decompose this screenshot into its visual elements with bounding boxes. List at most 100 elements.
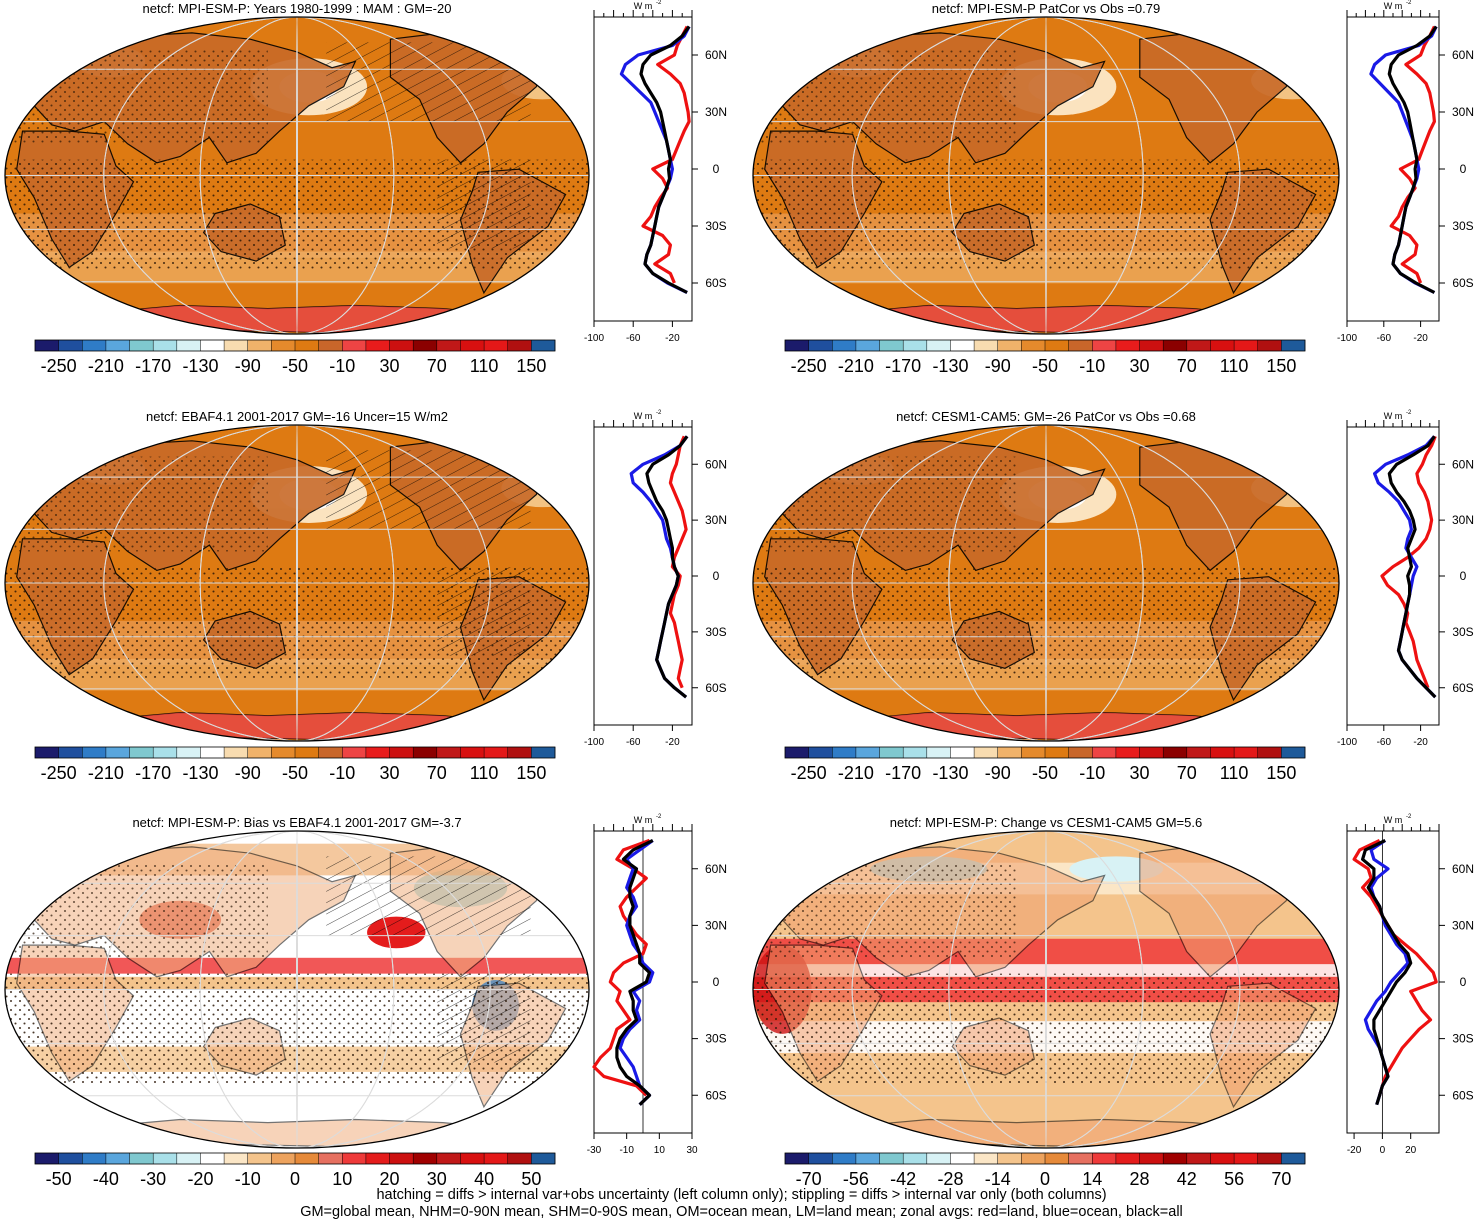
meridian-line xyxy=(296,831,298,1148)
zonal-unit-label: W m xyxy=(634,815,653,825)
zonal-lat-label: 0 xyxy=(1460,162,1467,176)
zonal-x-tick-label: 30 xyxy=(686,1145,698,1156)
meridian-line xyxy=(199,425,395,741)
panel-title: netcf: CESM1-CAM5: GM=-26 PatCor vs Obs … xyxy=(896,409,1196,424)
colorbar-swatch xyxy=(153,340,178,351)
colorbar-swatch xyxy=(1281,747,1306,758)
map-field xyxy=(5,17,589,334)
zonal-lat-label: 30N xyxy=(705,513,727,527)
zonal-lat-label: 30S xyxy=(705,219,726,233)
zonal-series-ocean xyxy=(618,839,655,1106)
colorbar-swatch xyxy=(903,340,928,351)
colorbar-tick-label: -50 xyxy=(282,763,308,783)
colorbar-tick-label: 110 xyxy=(1220,763,1249,783)
meridian-line xyxy=(103,425,491,741)
footer-note-legend: GM=global mean, NHM=0-90N mean, SHM=0-90… xyxy=(300,1204,1183,1220)
zonal-unit-exponent: -2 xyxy=(656,814,662,820)
graticule xyxy=(5,831,589,1148)
graticule xyxy=(5,17,589,334)
colorbar-swatch xyxy=(271,747,296,758)
colorbar-tick-label: 110 xyxy=(470,356,499,376)
zonal-series-land xyxy=(1352,838,1438,1096)
colorbar-swatch xyxy=(507,340,532,351)
colorbar-swatch xyxy=(950,747,975,758)
colorbar-swatch xyxy=(531,340,556,351)
zonal-lat-label: 30N xyxy=(1452,513,1474,527)
colorbar-swatch xyxy=(1092,340,1117,351)
zonal-x-tick-label: -20 xyxy=(665,333,680,344)
zonal-lat-label: 60S xyxy=(705,681,726,695)
colorbar-swatch xyxy=(1186,340,1211,351)
zonal-lat-label: 60S xyxy=(705,276,726,290)
colorbar-swatch xyxy=(342,340,367,351)
colorbar-swatch xyxy=(1139,747,1164,758)
zonal-x-tick-label: 10 xyxy=(654,1145,666,1156)
coast-antarctica xyxy=(109,1118,508,1148)
colorbar-swatch xyxy=(365,747,390,758)
colorbar-swatch xyxy=(1068,340,1093,351)
colorbar-swatch xyxy=(507,747,532,758)
colorbar-mpi-climatology: -250 -210 -170 -130 -90 -50 -10 30 70 110 150 xyxy=(34,339,556,376)
antarctic-red-fringe xyxy=(858,712,1257,740)
meridian-line xyxy=(199,17,395,334)
coast-antarctica xyxy=(858,1118,1258,1148)
colorbar-swatch xyxy=(1186,747,1211,758)
colorbar-swatch xyxy=(1115,1153,1140,1164)
colorbar-mpi-patcor: -250 -210 -170 -130 -90 -50 -10 30 70 110 150 xyxy=(784,339,1306,376)
antarctic-red-fringe xyxy=(110,305,508,333)
colorbar-tick-label: 150 xyxy=(516,356,546,376)
zonal-x-tick-label: -60 xyxy=(1377,737,1392,748)
colorbar-swatch xyxy=(1068,747,1093,758)
hatching-south-america xyxy=(437,159,531,249)
zonal-mpi-patcor: W m -2 -100 -60 -20 60N 30N 0 30S 60S xyxy=(1337,0,1474,344)
zonal-series-ocean xyxy=(629,435,689,699)
colorbar-swatch xyxy=(1139,1153,1164,1164)
colorbar-swatch xyxy=(176,1153,201,1164)
zonal-lat-label: 30S xyxy=(705,1032,726,1046)
zonal-lat-label: 30S xyxy=(1452,625,1473,639)
hatching-north-pacific xyxy=(326,450,531,530)
colorbar-swatch xyxy=(1234,340,1259,351)
zonal-unit-label: W m xyxy=(1384,411,1403,421)
colorbar-swatch xyxy=(507,1153,532,1164)
zonal-mpi-climatology: W m -2 -100 -60 -20 60N 30N 0 30S 60S xyxy=(584,0,727,344)
colorbar-tick-label: -50 xyxy=(282,356,308,376)
zonal-lat-label: 0 xyxy=(713,162,720,176)
colorbar-tick-label: 30 xyxy=(1130,356,1150,376)
colorbar-swatch xyxy=(997,340,1022,351)
zonal-cesm-climatology: W m -2 -100 -60 -20 60N 30N 0 30S 60S xyxy=(1337,410,1474,748)
colorbar-tick-label: 56 xyxy=(1224,1169,1244,1189)
colorbar-swatch xyxy=(460,1153,485,1164)
colorbar-tick-label: 30 xyxy=(1130,763,1150,783)
zonal-lat-label: 30N xyxy=(705,918,727,932)
graticule xyxy=(753,425,1339,741)
zonal-series-ocean xyxy=(1369,25,1438,294)
colorbar-swatch xyxy=(224,1153,249,1164)
colorbar-tick-label: -210 xyxy=(88,763,124,783)
zonal-x-tick-label: -20 xyxy=(1413,333,1428,344)
colorbar-swatch xyxy=(974,1153,999,1164)
footer-note-hatching: hatching = diffs > internal var+obs unce… xyxy=(376,1187,1107,1203)
meridian-line xyxy=(103,17,491,334)
meridian-line xyxy=(103,831,491,1148)
colorbar-swatch xyxy=(105,340,130,351)
colorbar-tick-label: 10 xyxy=(332,1169,352,1189)
zonal-lat-label: 0 xyxy=(1460,975,1467,989)
map-field xyxy=(753,17,1339,334)
map-cesm-climatology xyxy=(752,424,1340,742)
colorbar-tick-label: 70 xyxy=(427,763,447,783)
colorbar-tick-label: 150 xyxy=(516,763,546,783)
zonal-series-land xyxy=(592,838,651,1097)
map-mpi-bias xyxy=(4,830,590,1149)
colorbar-tick-label: 20 xyxy=(380,1169,400,1189)
map-border xyxy=(752,424,1340,742)
colorbar-tick-label: 0 xyxy=(290,1169,300,1189)
zonal-lat-label: 60S xyxy=(1452,1088,1473,1102)
hatching-north-pacific xyxy=(326,42,531,122)
map-ebaf-obs xyxy=(4,424,590,742)
colorbar-tick-label: -210 xyxy=(88,356,124,376)
colorbar-swatch xyxy=(1021,747,1046,758)
map-border xyxy=(4,830,590,1149)
colorbar-swatch xyxy=(35,747,59,758)
meridian-line xyxy=(296,425,298,741)
